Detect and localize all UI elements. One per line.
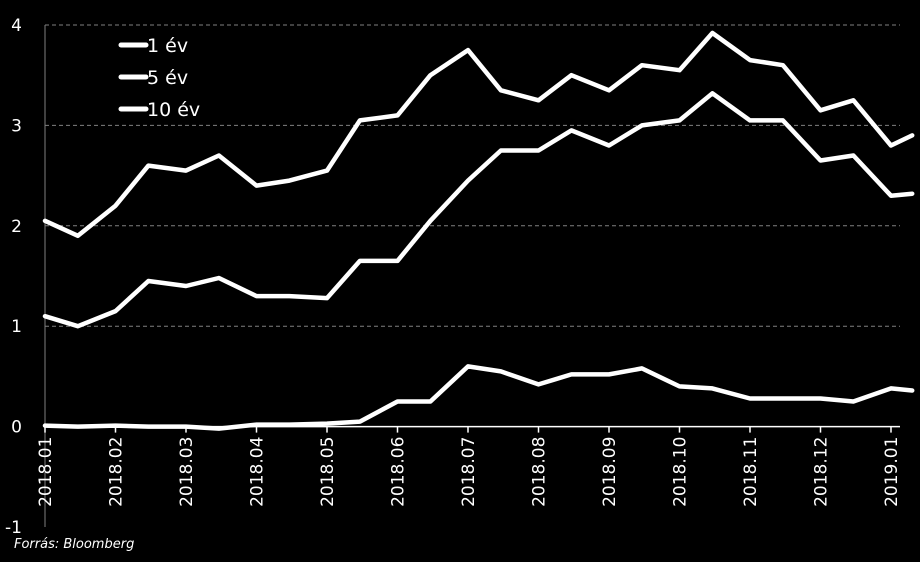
x-tick-label: 2018.02 <box>107 437 127 507</box>
series-line-2 <box>42 91 915 329</box>
source-note: Forrás: Bloomberg <box>14 537 135 552</box>
x-tick-label: 2018.01 <box>36 437 56 507</box>
x-tick-label: 2018.11 <box>741 437 761 507</box>
x-tick-label: 2018.12 <box>812 437 832 507</box>
x-tick-label: 2018.07 <box>459 437 479 507</box>
y-tick-label: 0 <box>11 418 22 438</box>
x-tick-label: 2018.08 <box>530 437 550 507</box>
y-tick-label: 1 <box>11 317 22 337</box>
x-tick-label: 2018.03 <box>177 437 197 507</box>
series-line-3 <box>42 30 915 239</box>
x-tick-label: 2019.01 <box>882 437 902 507</box>
legend-label: 10 év <box>147 99 200 121</box>
legend-label: 1 év <box>147 35 188 57</box>
series-line-1 <box>42 364 915 431</box>
x-axis: 2018.01 2018.02 2018.03 2018.04 2018.05 2018.… <box>36 425 902 507</box>
y-tick-label: -1 <box>5 518 22 538</box>
y-tick-label: 4 <box>11 16 22 36</box>
x-tick-label: 2018.10 <box>671 437 691 507</box>
x-tick-label: 2018.05 <box>318 437 338 507</box>
x-tick-label: 2018.06 <box>389 437 409 507</box>
y-axis: -1 0 1 2 3 4 <box>5 16 46 538</box>
legend-label: 5 év <box>147 67 188 89</box>
legend: 1 év 5 év 10 év <box>118 35 200 121</box>
x-tick-label: 2018.04 <box>248 437 268 507</box>
series-lines <box>42 30 915 431</box>
grid-lines <box>45 24 900 327</box>
y-tick-label: 3 <box>11 116 22 136</box>
y-tick-label: 2 <box>11 217 22 237</box>
x-tick-label: 2018.09 <box>600 437 620 507</box>
